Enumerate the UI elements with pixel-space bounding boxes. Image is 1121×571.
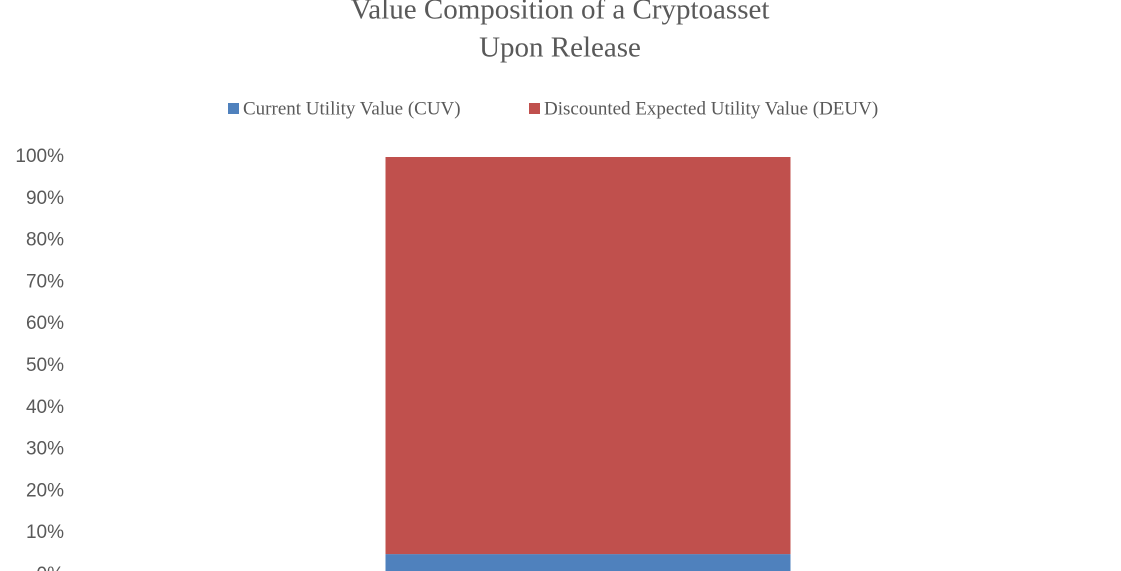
legend-label: Current Utility Value (CUV) (243, 98, 461, 119)
y-tick-label: 40% (26, 397, 64, 418)
y-tick-label: 60% (26, 313, 64, 334)
y-tick-label: 80% (26, 230, 64, 251)
legend-label: Discounted Expected Utility Value (DEUV) (544, 98, 878, 119)
y-tick-label: 0% (37, 564, 65, 571)
y-tick-label: 20% (26, 480, 64, 501)
y-tick-label: 90% (26, 188, 64, 209)
y-tick-label: 100% (15, 146, 64, 167)
chart-title: Upon Release (479, 32, 641, 64)
legend-swatch (228, 103, 239, 114)
bar-segment (385, 157, 791, 555)
y-tick-label: 30% (26, 439, 64, 460)
bar-segment (385, 554, 791, 571)
y-tick-label: 70% (26, 271, 64, 292)
chart-title: Value Composition of a Cryptoasset (351, 0, 770, 26)
legend-swatch (529, 103, 540, 114)
y-tick-label: 10% (26, 522, 64, 543)
y-tick-label: 50% (26, 355, 64, 376)
